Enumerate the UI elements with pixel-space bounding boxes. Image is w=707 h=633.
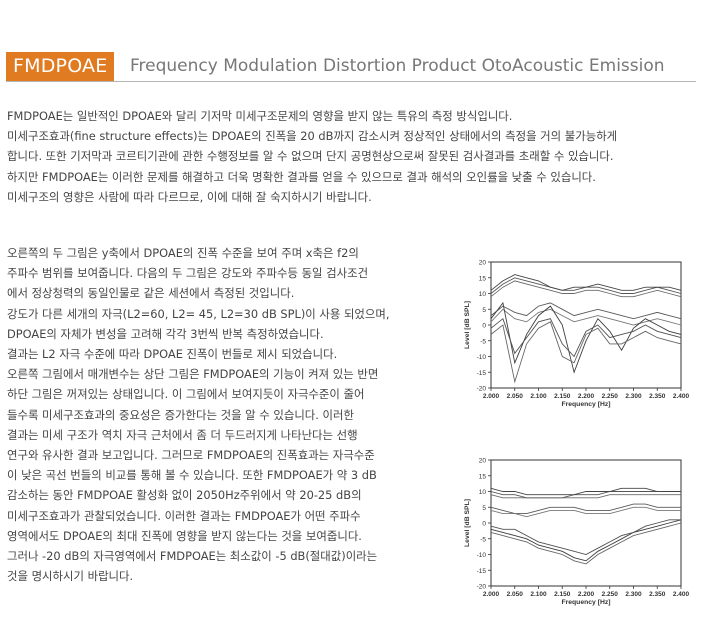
text-line: 미세구조의 영향은 사람에 따라 다르므로, 이에 대해 잘 숙지하시기 바랍니… [7, 189, 372, 204]
x-tick-label: 2.350 [649, 591, 666, 598]
y-tick-label: -5 [480, 338, 486, 345]
x-tick-label: 2.000 [483, 591, 500, 598]
x-tick-label: 2.000 [483, 393, 500, 400]
y-tick-label: -10 [477, 552, 487, 559]
series-line [490, 519, 681, 555]
series-line [490, 506, 681, 518]
y-tick-label: 15 [479, 473, 487, 480]
y-tick-label: 0 [482, 323, 486, 330]
text-line: 오른쪽의 두 그림은 y축에서 DPOAE의 진폭 수준을 보여 주며 x축은 … [7, 246, 359, 260]
series-line [490, 280, 682, 298]
y-tick-label: 0 [482, 521, 486, 528]
x-tick-label: 2.050 [507, 393, 524, 400]
text-line: 합니다. 또한 기저막과 코르티기관에 관한 수행정보를 알 수 없으며 단지 … [7, 149, 614, 164]
y-tick-label: 15 [479, 275, 487, 282]
y-tick-label: 20 [479, 260, 487, 267]
series-line [490, 317, 682, 358]
x-tick-label: 2.300 [625, 591, 642, 598]
x-axis-label: Frequency [Hz] [561, 599, 610, 606]
intro-paragraph: FMDPOAE는 일반적인 DPOAE와 달리 기저막 미세구조문제의 영향을 … [7, 106, 617, 207]
chart-svg-bottom: 20 15 10 5 0 -5 -10 -15 -202.000 2.050 2.100 2.150 2… [464, 458, 690, 607]
x-tick-label: 2.250 [602, 393, 619, 400]
text-line: 주파수 범위를 보여줍니다. 다음의 두 그림은 강도와 주파수등 동일 검사조… [7, 266, 369, 281]
x-tick-label: 2.100 [530, 393, 547, 400]
text-line: 오른쪽 그림에서 매개변수는 상단 그림은 FMDPOAE의 기능이 켜져 있는… [7, 367, 379, 382]
header-divider [6, 81, 696, 82]
series-line [490, 522, 682, 565]
text-line: 감소하는 동안 FMDPOAE 활성화 없이 2050Hz주위에서 약 20-2… [7, 488, 362, 503]
x-axis-label: Frequency [Hz] [561, 401, 610, 408]
x-tick-label: 2.200 [578, 591, 595, 598]
x-tick-label: 2.100 [530, 591, 547, 598]
y-tick-label: 20 [479, 458, 487, 465]
series-line [490, 487, 681, 496]
x-tick-label: 2.150 [554, 591, 571, 598]
y-tick-label: -15 [477, 568, 487, 575]
y-tick-label: 10 [479, 489, 487, 496]
text-line: 에서 정상청력의 동일인물로 같은 세션에서 측정된 것입니다. [7, 286, 295, 301]
text-line: 결과는 미세 구조가 역치 자극 근처에서 좀 더 두드러지게 나타난다는 선행 [7, 427, 358, 442]
title-badge: FMDPOAE [6, 52, 115, 81]
text-line: 연구와 유사한 결과 보고입니다. 그러므로 FMDPOAE의 진폭효과는 자극… [7, 448, 375, 463]
x-tick-label: 2.250 [602, 591, 619, 598]
x-tick-label: 2.050 [507, 591, 524, 598]
y-tick-label: 5 [482, 307, 486, 314]
x-tick-label: 2.350 [649, 393, 666, 400]
x-tick-label: 2.400 [673, 393, 690, 400]
text-line: 미세구조효과(fine structure effects)는 DPOAE의 진… [7, 129, 618, 144]
text-line: 영역에서도 DPOAE의 최대 진폭에 영향을 받지 않는다는 것을 보여줍니다… [7, 528, 362, 543]
text-line: 이 낮은 곡선 번들의 비교를 통해 볼 수 있습니다. 또한 FMDPOAE가… [7, 468, 377, 483]
y-axis-label: Level [dB SPL] [464, 301, 471, 349]
x-tick-label: 2.400 [673, 591, 690, 598]
text-line: DPOAE의 자체가 변성을 고려해 각각 3번씩 반복 측정하였습니다. [7, 326, 324, 341]
series-line [490, 491, 681, 499]
y-tick-label: -10 [477, 354, 487, 361]
x-tick-label: 2.300 [625, 393, 642, 400]
chart-svg-top: 20 15 10 5 0 -5 -10 -15 -202.000 2.050 2.100 2.150 2… [464, 260, 690, 409]
page-subtitle: Frequency Modulation Distortion Product … [130, 56, 665, 76]
text-line: 결과는 L2 자극 수준에 따라 DPOAE 진폭이 번들로 제시 되었습니다. [7, 347, 338, 362]
y-tick-label: 5 [482, 505, 486, 512]
series-line [490, 494, 681, 499]
series-line [490, 274, 682, 291]
y-tick-label: -20 [477, 386, 487, 393]
series-line [490, 302, 682, 320]
x-tick-label: 2.200 [578, 393, 595, 400]
y-axis-label: Level [dB SPL] [464, 499, 471, 547]
y-tick-label: -20 [477, 584, 487, 591]
chart-fmdpoae-off: 20 15 10 5 0 -5 -10 -15 -20 2.000 2.050 2.100 2.150 2… [447, 450, 695, 610]
text-line: 것을 명시하시기 바랍니다. [7, 569, 134, 584]
series-line [490, 519, 682, 562]
series-line [490, 321, 682, 384]
body-paragraph: 오른쪽의 두 그림은 y축에서 DPOAE의 진폭 수준을 보여 주며 x축은 … [7, 243, 390, 586]
y-tick-label: 10 [479, 291, 487, 298]
chart-fmdpoae-on: 20 15 10 5 0 -5 -10 -15 -20 2.000 2.050 2.100 2.150 2… [447, 252, 695, 417]
text-line: 그러나 -20 dB의 자극영역에서 FMDPOAE는 최소값이 -5 dB(절… [7, 549, 378, 564]
page-header: FMDPOAE Frequency Modulation Distortion … [6, 52, 696, 82]
text-line: FMDPOAE는 일반적인 DPOAE와 달리 기저막 미세구조문제의 영향을 … [7, 109, 513, 123]
text-line: 미세구조효과가 관찰되었습니다. 이러한 결과는 FMDPOAE가 어떤 주파수 [7, 508, 361, 523]
y-tick-label: -15 [477, 370, 487, 377]
text-line: 하지만 FMDPOAE는 이러한 문제를 해결하고 더욱 명확한 결과를 얻을 … [7, 169, 596, 184]
plot-frame [490, 459, 682, 587]
text-line: 하단 그림은 꺼져있는 상태입니다. 이 그림에서 보여지듯이 자극수준이 줄어 [7, 387, 365, 402]
y-tick-label: -5 [480, 536, 486, 543]
text-line: 들수록 미세구조효과의 중요성은 증가한다는 것을 알 수 있습니다. 이러한 [7, 407, 354, 422]
series-line [490, 301, 682, 374]
series-line [490, 503, 681, 515]
x-tick-label: 2.150 [554, 393, 571, 400]
text-line: 강도가 다른 세개의 자극(L2=60, L2= 45, L2=30 dB SP… [7, 306, 390, 321]
plot-frame [490, 261, 682, 389]
